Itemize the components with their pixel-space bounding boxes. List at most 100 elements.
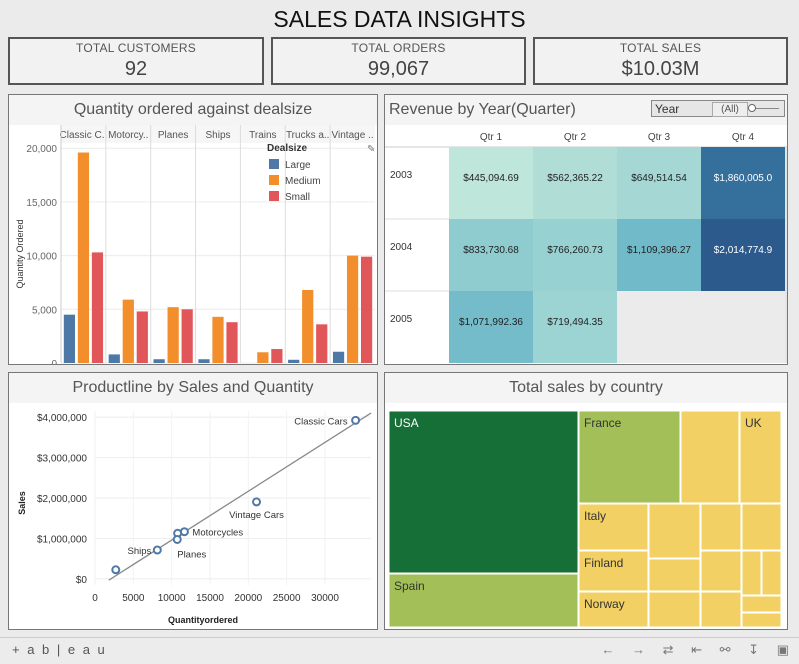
y-tick-label: 15,000: [26, 198, 57, 209]
bar-large: [332, 351, 345, 363]
treemap-cell: [761, 550, 782, 596]
heatmap-cell: [701, 219, 785, 291]
bar-small: [181, 309, 193, 363]
bar-large: [198, 359, 210, 363]
y-axis-label: Quantity Ordered: [15, 219, 25, 288]
treemap-cell: [578, 591, 649, 628]
heatmap-cell: [533, 219, 617, 291]
panel-title: Quantity ordered against dealsize: [9, 95, 377, 125]
bar-medium: [212, 316, 224, 363]
bar-medium: [346, 255, 359, 363]
cell-value-label: $445,094.69: [463, 173, 519, 184]
x-axis-label: Quantityordered: [168, 615, 238, 625]
bar-medium: [77, 152, 90, 363]
cell-value-label: $1,109,396.27: [627, 245, 691, 256]
panel-quantity-dealsize: Quantity ordered against dealsize 0 5,000…: [8, 94, 378, 365]
treemap-label: USA: [394, 416, 419, 430]
x-tick-label: 25000: [273, 593, 301, 604]
x-tick-label: 0: [92, 593, 98, 604]
x-category-label: Vintage ..: [332, 130, 374, 141]
treemap-cell: [388, 410, 579, 574]
y-tick-label: 20,000: [26, 144, 57, 155]
x-category-label: Ships: [205, 130, 230, 141]
x-tick-label: 5000: [122, 593, 145, 604]
treemap-label: France: [584, 416, 622, 430]
heatmap-cell: [449, 291, 533, 363]
bar-small: [226, 322, 238, 363]
scatter-point: [252, 497, 262, 507]
treemap-cell: [741, 503, 782, 551]
year-slider-handle[interactable]: [748, 104, 756, 112]
x-category-label: Trucks a..: [286, 130, 330, 141]
pause-icon[interactable]: ⇤: [691, 642, 703, 657]
y-tick-label: $3,000,000: [37, 454, 87, 465]
cell-value-label: $1,071,992.36: [459, 317, 523, 328]
treemap-label: Norway: [584, 597, 625, 611]
download-icon[interactable]: ↧: [748, 642, 760, 657]
bar-large: [288, 359, 300, 363]
panel-revenue-quarter: Revenue by Year(Quarter) Year (All) Qtr …: [384, 94, 788, 365]
treemap-cell: [700, 550, 742, 592]
heatmap-chart[interactable]: Qtr 1 Qtr 2 Qtr 3 Qtr 4 2003 $445,094.69 $562,…: [385, 125, 787, 365]
share-icon[interactable]: ⚯: [719, 642, 731, 657]
treemap-cell: [680, 410, 740, 504]
revert-icon[interactable]: ⇄: [662, 642, 674, 657]
cell-value-label: $766,260.73: [547, 245, 603, 256]
tableau-logo: + a b | e a u: [12, 642, 107, 657]
legend-swatch: [269, 191, 279, 201]
heatmap-cell: [617, 219, 701, 291]
kpi-value: $10.03M: [621, 58, 700, 80]
year-slider-track[interactable]: [749, 108, 779, 109]
point-label: Ships: [128, 546, 152, 557]
point-label: Planes: [177, 549, 206, 560]
kpi-value: 92: [124, 58, 148, 80]
year-filter[interactable]: Year (All): [651, 100, 785, 117]
y-tick-label: $4,000,000: [37, 413, 87, 424]
kpi-label: TOTAL SALES: [619, 41, 702, 55]
y-axis-label: Sales: [17, 491, 27, 515]
column-header: Qtr 3: [648, 132, 671, 143]
row-header: 2003: [390, 170, 413, 181]
scatter-chart[interactable]: $0 $1,000,000 $2,000,000 $3,000,000 $4,000,0…: [9, 403, 377, 629]
x-category-label: Motorcy..: [108, 130, 148, 141]
panel-title: Total sales by country: [385, 373, 787, 403]
heatmap-cell-empty: [701, 291, 785, 363]
legend-item: Medium: [285, 176, 321, 187]
treemap-cell: [700, 503, 742, 551]
legend-item: Large: [285, 160, 311, 171]
treemap-label: UK: [745, 416, 762, 430]
heatmap-cell: [617, 147, 701, 219]
treemap-label: Spain: [394, 579, 425, 593]
y-tick-label: $0: [76, 575, 88, 586]
kpi-total-sales: TOTAL SALES $10.03M: [533, 37, 788, 85]
x-category-label: Planes: [158, 130, 189, 141]
year-filter-value[interactable]: (All): [712, 102, 748, 117]
treemap-cell: [741, 595, 782, 613]
cell-value-label: $719,494.35: [547, 317, 603, 328]
y-tick-label: 0: [51, 359, 57, 365]
treemap-cell: [388, 573, 579, 628]
panel-title: Productline by Sales and Quantity: [9, 373, 377, 403]
cell-value-label: $649,514.54: [631, 173, 687, 184]
point-label: Classic Cars: [294, 416, 348, 427]
column-header: Qtr 1: [480, 132, 503, 143]
scatter-point: [351, 415, 361, 425]
cell-value-label: $2,014,774.9: [714, 245, 773, 256]
legend-swatch: [269, 175, 279, 185]
heatmap-cell: [449, 147, 533, 219]
bar-medium: [302, 289, 314, 363]
column-header: Qtr 2: [564, 132, 587, 143]
fullscreen-icon[interactable]: ▣: [776, 642, 789, 657]
redo-icon[interactable]: →: [631, 642, 645, 657]
undo-icon[interactable]: ←: [601, 642, 615, 657]
bar-small: [316, 324, 328, 363]
bar-small: [271, 349, 283, 363]
y-tick-label: $1,000,000: [37, 534, 87, 545]
edit-legend-icon: ✎: [367, 144, 375, 155]
legend-title: Dealsize: [267, 143, 307, 154]
legend-item: Small: [285, 192, 310, 203]
point-label: Vintage Cars: [229, 510, 284, 521]
treemap-chart[interactable]: USA Spain France UK Italy Finland Norway: [385, 403, 787, 629]
footer-toolbar: + a b | e a u ← → ⇄ ⇤ ⚯ ↧ ▣: [0, 637, 799, 664]
